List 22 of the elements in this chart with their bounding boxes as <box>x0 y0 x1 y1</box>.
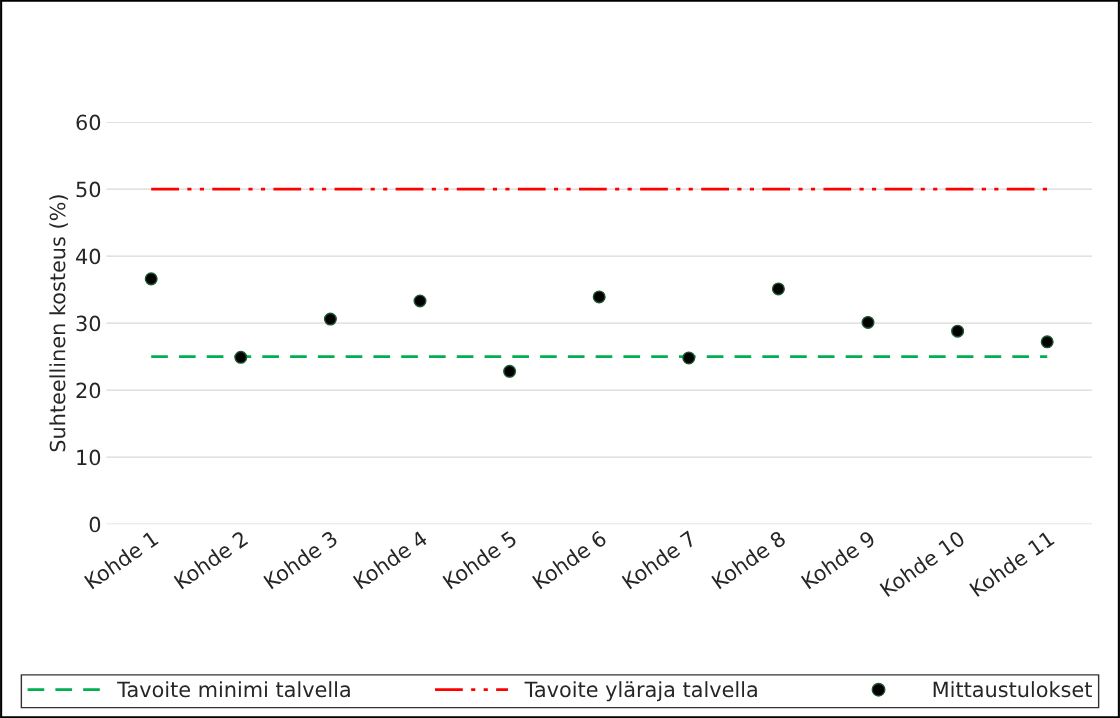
y-tick-label: 60 <box>76 114 101 131</box>
y-axis-title: Suhteellinen kosteus (%) <box>49 195 68 452</box>
y-tick-label: 40 <box>76 248 101 265</box>
y-tick-label: 20 <box>76 382 101 399</box>
point <box>144 272 158 286</box>
y-tick-label: 50 <box>76 181 101 198</box>
point <box>413 294 427 308</box>
y-tick-label: 10 <box>77 449 101 466</box>
point <box>503 364 517 378</box>
point <box>682 351 696 365</box>
point <box>951 324 965 338</box>
y-tick-label: 0 <box>89 516 101 533</box>
point <box>861 315 875 329</box>
legend-label: Tavoite yläraja talvella <box>524 681 757 702</box>
legend-label: Mittaustulokset <box>933 681 1092 698</box>
y-tick-label: 30 <box>76 315 101 332</box>
point <box>592 290 606 304</box>
legend-label: Tavoite minimi talvella <box>117 681 350 698</box>
point <box>1040 335 1054 349</box>
point <box>323 312 337 326</box>
point <box>234 350 248 364</box>
point <box>771 282 785 296</box>
